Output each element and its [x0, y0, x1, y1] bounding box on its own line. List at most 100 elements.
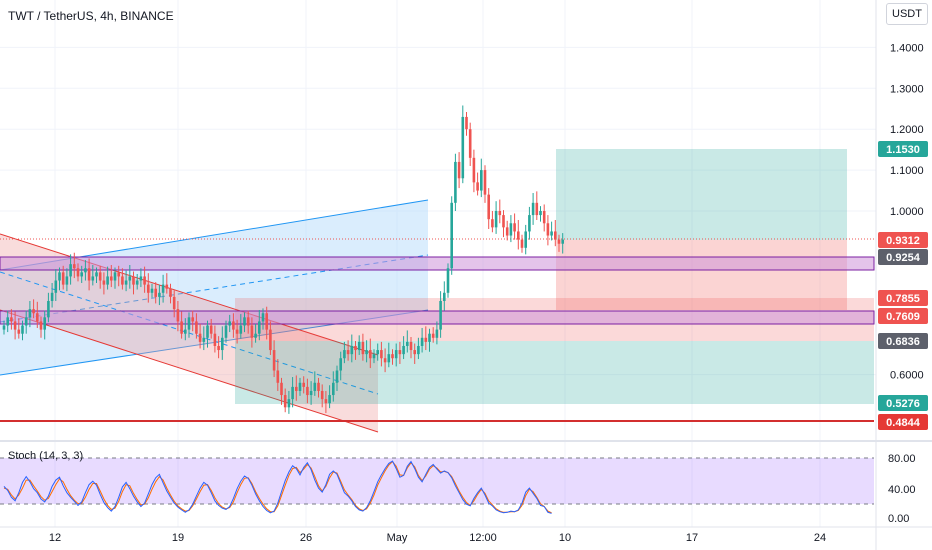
- candle-body: [369, 350, 372, 359]
- candle-body: [476, 182, 479, 191]
- price-label-bg: [878, 249, 928, 265]
- time-tick-label: 10: [559, 532, 571, 544]
- price-label-bg: [878, 333, 928, 349]
- price-label: 0.5276: [878, 395, 928, 411]
- candle-body: [280, 382, 283, 396]
- candle-body: [431, 333, 435, 338]
- stoch-tick-label: 40.00: [888, 484, 916, 496]
- candle-body: [561, 239, 564, 244]
- candle-body: [365, 350, 368, 355]
- candle-body: [250, 325, 254, 338]
- candle-body: [461, 116, 465, 179]
- candle-body: [413, 350, 416, 355]
- candle-body: [154, 288, 157, 297]
- candle-body: [206, 325, 209, 338]
- time-tick-label: 12: [49, 532, 61, 544]
- stoch-axis-ticks: 80.00 40.00 0.00: [888, 453, 916, 525]
- candle-body: [272, 350, 276, 371]
- candle-body: [387, 354, 391, 363]
- candle-body: [468, 129, 472, 158]
- candle-body: [317, 382, 320, 391]
- candle-body: [513, 223, 516, 232]
- candle-body: [213, 333, 217, 346]
- candle-body: [524, 231, 527, 248]
- price-label: 0.7609: [878, 308, 928, 324]
- candle-body: [36, 313, 39, 322]
- time-axis-ticks: 12 19 26 May 12:00 10 17 24: [49, 532, 826, 544]
- candle-body: [235, 329, 239, 334]
- candle-body: [283, 395, 287, 408]
- candle-body: [135, 280, 139, 285]
- time-tick-label: May: [387, 532, 408, 544]
- candle-body: [209, 325, 213, 334]
- candle-body: [217, 345, 220, 351]
- candle-body: [10, 317, 13, 322]
- descending-channel-upper-line: [0, 233, 379, 356]
- candle-body: [394, 350, 398, 359]
- candle-body: [13, 321, 17, 330]
- currency-selector-button[interactable]: USDT: [886, 3, 928, 25]
- price-label: 0.7855: [878, 290, 928, 306]
- candle-body: [150, 288, 154, 293]
- price-label-text: 0.7855: [886, 293, 920, 305]
- candle-body: [483, 170, 487, 195]
- stoch-band: [0, 458, 874, 504]
- candle-body: [43, 317, 46, 330]
- candle-body: [454, 161, 457, 203]
- price-label: 0.6836: [878, 333, 928, 349]
- candle-body: [332, 382, 335, 396]
- price-tick-label: 1.2000: [890, 124, 924, 136]
- price-label: 0.9312: [878, 232, 928, 248]
- candle-body: [328, 395, 331, 404]
- candle-body: [228, 321, 231, 326]
- candle-body: [243, 317, 246, 326]
- ascending-channel-fill: [0, 200, 428, 375]
- stoch-indicator-label: Stoch (14, 3, 3): [8, 450, 84, 462]
- candle-body: [65, 276, 69, 285]
- price-label-text: 1.1530: [886, 144, 920, 156]
- candle-body: [428, 333, 431, 342]
- candle-body: [309, 390, 313, 396]
- candle-body: [450, 202, 453, 269]
- candle-body: [446, 268, 450, 293]
- candle-body: [535, 202, 539, 216]
- price-label-text: 0.9254: [886, 252, 921, 264]
- candle-body: [132, 276, 135, 285]
- candle-body: [505, 227, 509, 236]
- candle-body: [161, 284, 165, 293]
- candle-body: [180, 321, 183, 334]
- time-tick-label: 19: [172, 532, 184, 544]
- candle-body: [491, 219, 494, 228]
- candle-body: [346, 350, 350, 355]
- time-tick-label: 24: [814, 532, 826, 544]
- candle-body: [372, 354, 376, 359]
- candle-body: [61, 272, 65, 285]
- candle-body: [21, 325, 24, 334]
- candle-body: [202, 337, 206, 342]
- candle-body: [76, 268, 80, 277]
- candle-body: [391, 354, 394, 359]
- candle-body: [539, 211, 542, 216]
- candle-body: [24, 317, 28, 326]
- stoch-k-line: [3, 460, 552, 514]
- candle-body: [80, 272, 83, 277]
- candle-body: [439, 300, 442, 330]
- candle-body: [343, 350, 346, 359]
- candle-body: [557, 239, 561, 244]
- candle-body: [406, 341, 409, 346]
- candle-body: [487, 194, 490, 220]
- candle-body: [402, 345, 405, 355]
- price-label-bg: [878, 290, 928, 306]
- candle-body: [39, 321, 43, 330]
- candle-body: [509, 223, 513, 236]
- candle-body: [339, 358, 342, 371]
- candle-body: [184, 329, 187, 334]
- position3-loss-zone: [556, 240, 847, 310]
- candle-body: [306, 386, 309, 396]
- candle-body: [198, 333, 202, 342]
- position3-profit-zone: [556, 149, 847, 240]
- candle-body: [147, 284, 150, 293]
- candle-body: [254, 333, 257, 338]
- price-label-text: 0.7609: [886, 311, 920, 323]
